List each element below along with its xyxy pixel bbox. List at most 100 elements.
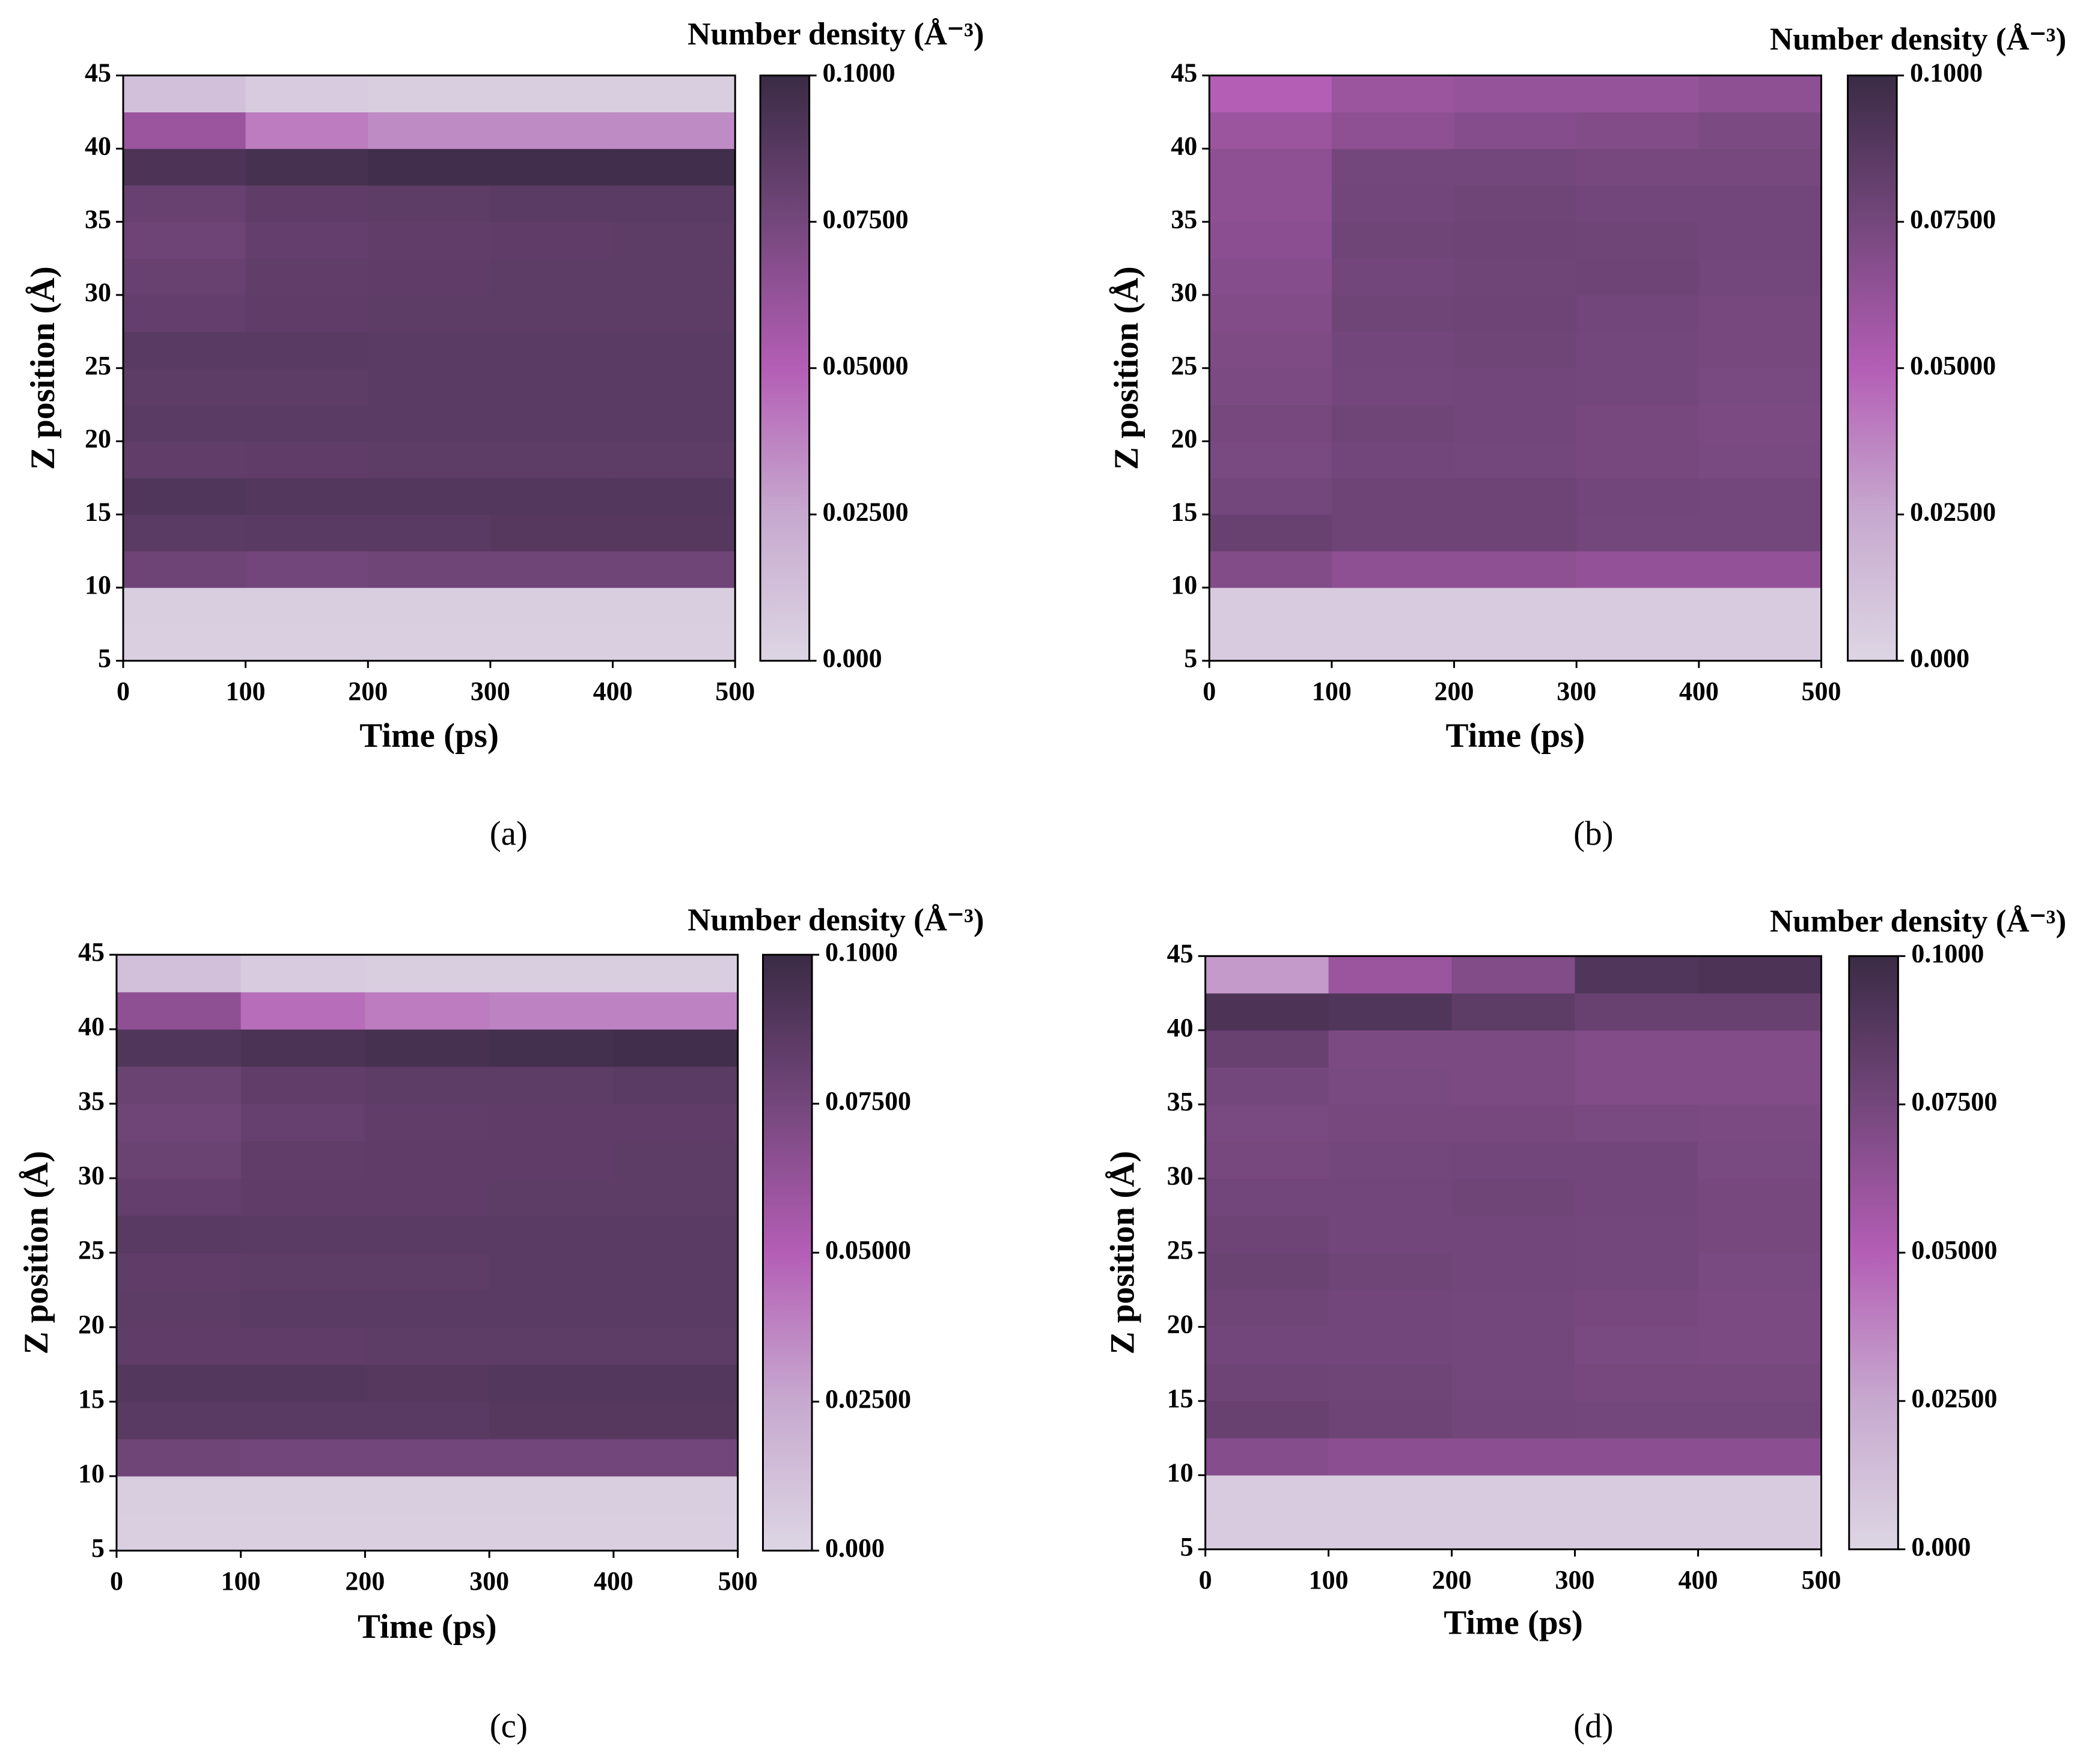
heat-cell	[116, 1104, 242, 1142]
panel-label: (c)	[490, 1708, 528, 1745]
heat-cell	[1575, 1030, 1699, 1068]
heat-cell	[490, 112, 614, 149]
heat-cell	[1576, 441, 1700, 478]
x-axis-label: Time (ps)	[359, 717, 499, 755]
y-tick-label: 15	[78, 1384, 105, 1414]
heat-cell	[368, 404, 491, 442]
heat-cell	[489, 1066, 614, 1104]
heat-cell	[1698, 222, 1822, 259]
heat-cell	[365, 1327, 490, 1365]
heat-cell	[1698, 185, 1822, 222]
heat-cell	[613, 1104, 738, 1142]
heatmap	[1205, 956, 1822, 1550]
heat-cell	[613, 1178, 738, 1216]
heat-cell	[368, 258, 491, 296]
colorbar-tick-label: 0.05000	[825, 1235, 911, 1265]
heat-cell	[240, 1438, 365, 1477]
y-axis-label: Z position (Å)	[1103, 1151, 1141, 1355]
heat-cell	[1328, 1475, 1453, 1513]
heat-cell	[1209, 222, 1332, 259]
colorbar-tick-label: 0.02500	[825, 1384, 911, 1414]
heat-cell	[123, 185, 246, 222]
heat-cell	[1698, 1141, 1822, 1179]
heat-cell	[613, 1327, 738, 1365]
heatmap	[116, 955, 738, 1551]
heat-cell	[245, 112, 368, 149]
heat-cell	[368, 514, 491, 552]
heat-cell	[1454, 294, 1577, 332]
heatmap	[123, 75, 736, 661]
heat-cell	[365, 1438, 490, 1477]
x-tick-label: 100	[1312, 677, 1352, 706]
heat-cell	[490, 478, 614, 515]
y-tick-label: 40	[1171, 131, 1197, 160]
colorbar-tick-label: 0.1000	[1910, 58, 1983, 88]
heat-cell	[1205, 993, 1329, 1031]
y-tick-label: 5	[91, 1533, 105, 1563]
heat-cell	[1698, 624, 1822, 661]
y-tick-label: 15	[1167, 1384, 1194, 1413]
heat-cell	[1451, 1215, 1576, 1253]
heat-cell	[1576, 588, 1700, 625]
heat-cell	[1698, 1067, 1822, 1105]
heat-cell	[1454, 624, 1577, 661]
x-axis-label: Time (ps)	[1446, 717, 1585, 755]
heat-cell	[240, 1364, 365, 1402]
heat-cell	[612, 514, 736, 552]
heat-cell	[1331, 514, 1455, 552]
heat-cell	[1209, 185, 1332, 222]
heat-cell	[365, 1178, 490, 1216]
heat-cell	[1209, 404, 1332, 442]
heat-cell	[1698, 258, 1822, 296]
x-tick-label: 300	[1555, 1565, 1595, 1595]
heat-cell	[1331, 478, 1455, 515]
heat-cell	[1698, 1401, 1822, 1439]
y-tick-label: 15	[85, 497, 111, 526]
heat-cell	[1698, 1512, 1822, 1550]
x-tick-label: 400	[593, 677, 633, 706]
heat-cell	[245, 624, 368, 661]
y-tick-label: 15	[1171, 497, 1197, 526]
heat-cell	[1205, 1289, 1329, 1327]
heat-cell	[1331, 331, 1455, 369]
heat-cell	[1209, 294, 1332, 332]
heatmap	[1209, 75, 1822, 661]
heat-cell	[245, 551, 368, 588]
heat-cell	[613, 1401, 738, 1440]
heat-cell	[245, 294, 368, 332]
colorbar-tick-label: 0.000	[823, 643, 882, 673]
heat-cell	[1576, 551, 1700, 588]
colorbar-tick-label: 0.07500	[825, 1086, 911, 1116]
y-tick-label: 20	[85, 424, 111, 454]
heat-cell	[116, 1401, 242, 1440]
y-axis-label: Z position (Å)	[24, 266, 62, 470]
y-tick-label: 25	[85, 351, 111, 380]
y-axis-label: Z position (Å)	[1108, 266, 1145, 470]
heat-cell	[1575, 1327, 1699, 1364]
x-tick-label: 500	[1802, 1565, 1841, 1595]
heat-cell	[489, 1476, 614, 1514]
y-tick-label: 35	[78, 1086, 105, 1116]
heat-cell	[613, 1364, 738, 1402]
heat-cell	[1698, 148, 1822, 186]
heat-cell	[116, 1289, 242, 1328]
heat-cell	[1698, 478, 1822, 515]
heat-cell	[1331, 551, 1455, 588]
heat-cell	[1205, 1067, 1329, 1105]
colorbar-tick-label: 0.1000	[1911, 938, 1984, 968]
y-tick-label: 10	[1167, 1458, 1194, 1487]
colorbar-tick-label: 0.1000	[823, 58, 895, 88]
heat-cell	[1698, 331, 1822, 369]
heat-cell	[1331, 222, 1455, 259]
panel-label: (d)	[1573, 1708, 1613, 1745]
heat-cell	[1576, 75, 1700, 113]
x-tick-label: 200	[348, 677, 388, 706]
y-tick-label: 30	[1167, 1161, 1194, 1191]
heat-cell	[1576, 258, 1700, 296]
heat-cell	[1451, 1141, 1576, 1179]
y-tick-label: 5	[1184, 643, 1197, 673]
x-tick-label: 100	[1309, 1565, 1349, 1595]
heat-cell	[489, 1289, 614, 1328]
heat-cell	[365, 1513, 490, 1551]
heat-cell	[490, 441, 614, 478]
